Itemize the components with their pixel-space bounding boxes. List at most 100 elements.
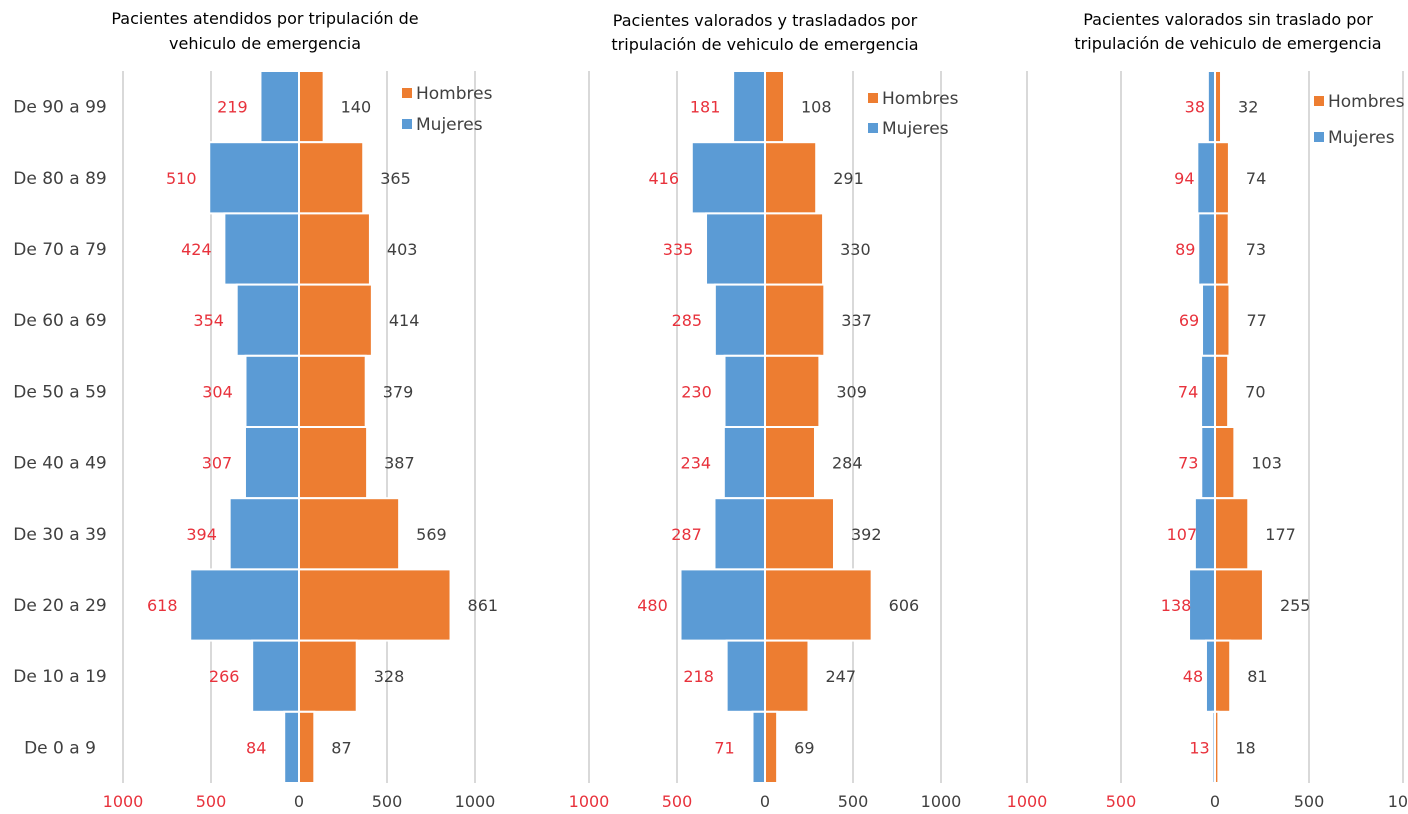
data-label-mujeres: 230	[681, 382, 712, 401]
bar-hombres	[1214, 639, 1232, 713]
bar-mujeres	[1200, 354, 1217, 428]
bar-mujeres	[1188, 568, 1217, 642]
category-label: De 50 a 59	[13, 382, 106, 402]
category-label: De 30 a 39	[13, 525, 106, 545]
bar-hombres	[764, 70, 786, 144]
data-label-mujeres: 38	[1185, 98, 1205, 117]
data-label-mujeres: 71	[714, 738, 734, 757]
bar-hombres	[1214, 212, 1230, 286]
data-label-hombres: 379	[383, 382, 414, 401]
x-tick-label: 500	[372, 792, 403, 811]
data-label-hombres: 81	[1247, 667, 1267, 686]
data-label-mujeres: 510	[166, 169, 197, 188]
bar-mujeres	[283, 710, 301, 784]
bar-mujeres	[713, 283, 767, 357]
category-label: De 10 a 19	[13, 667, 106, 687]
chart-valorados-sin-traslado: Pacientes valorados sin traslado por trip…	[1007, 10, 1408, 811]
bar-hombres	[298, 710, 316, 784]
legend-swatch	[402, 119, 412, 129]
data-label-hombres: 392	[851, 525, 882, 544]
data-label-hombres: 32	[1238, 98, 1258, 117]
data-label-hombres: 330	[840, 240, 871, 259]
bar-hombres	[298, 639, 358, 713]
x-tick-label: 500	[1294, 792, 1325, 811]
data-label-hombres: 18	[1235, 738, 1255, 757]
bar-hombres	[764, 497, 835, 571]
bar-mujeres	[713, 497, 766, 571]
chart-title-line: tripulación de vehiculo de emergencia	[611, 35, 918, 54]
bar-hombres	[764, 710, 779, 784]
bar-hombres	[764, 212, 825, 286]
data-label-mujeres: 181	[690, 98, 721, 117]
bar-mujeres	[259, 70, 300, 144]
data-label-mujeres: 74	[1178, 382, 1198, 401]
data-label-mujeres: 73	[1178, 454, 1198, 473]
bar-mujeres	[208, 141, 301, 215]
x-tick-label: 100	[1388, 792, 1408, 811]
data-label-hombres: 247	[825, 667, 856, 686]
bar-mujeres	[751, 710, 767, 784]
data-label-mujeres: 285	[672, 311, 703, 330]
category-label: De 80 a 89	[13, 169, 106, 189]
data-label-mujeres: 138	[1161, 596, 1192, 615]
bar-mujeres	[690, 141, 766, 215]
data-label-hombres: 108	[801, 98, 832, 117]
data-label-hombres: 284	[832, 454, 863, 473]
data-label-mujeres: 287	[671, 525, 702, 544]
bar-hombres	[298, 497, 401, 571]
data-label-mujeres: 84	[246, 738, 266, 757]
x-tick-label: 1000	[103, 792, 144, 811]
bar-hombres	[764, 141, 818, 215]
bar-hombres	[1214, 497, 1250, 571]
bar-hombres	[764, 283, 826, 357]
legend-label: Hombres	[1328, 92, 1405, 112]
bar-mujeres	[1197, 212, 1216, 286]
bar-mujeres	[732, 70, 766, 144]
legend-swatch	[868, 93, 878, 103]
legend-swatch	[1314, 132, 1324, 142]
chart-title-line: Pacientes valorados sin traslado por	[1083, 10, 1373, 29]
bar-hombres	[298, 141, 365, 215]
legend-swatch	[402, 88, 412, 98]
bar-mujeres	[1196, 141, 1217, 215]
data-label-mujeres: 307	[202, 454, 233, 473]
data-label-mujeres: 13	[1189, 738, 1209, 757]
data-label-mujeres: 354	[193, 311, 224, 330]
data-label-mujeres: 218	[683, 667, 714, 686]
data-label-hombres: 328	[374, 667, 405, 686]
bar-hombres	[298, 283, 373, 357]
bar-hombres	[1214, 568, 1264, 642]
legend-label: Hombres	[882, 89, 959, 109]
data-label-mujeres: 304	[202, 382, 233, 401]
category-label: De 0 a 9	[24, 738, 96, 758]
x-tick-label: 0	[760, 792, 770, 811]
bar-mujeres	[1200, 426, 1217, 500]
x-tick-label: 1000	[1007, 792, 1048, 811]
legend-swatch	[868, 123, 878, 133]
data-label-mujeres: 234	[681, 454, 712, 473]
data-label-mujeres: 89	[1175, 240, 1195, 259]
bar-hombres	[764, 426, 816, 500]
x-tick-label: 1000	[455, 792, 496, 811]
bar-mujeres	[722, 426, 766, 500]
chart-title-line: Pacientes valorados y trasladados por	[613, 11, 918, 30]
legend-label: Mujeres	[882, 119, 949, 139]
data-label-hombres: 861	[468, 596, 499, 615]
bar-mujeres	[1193, 497, 1217, 571]
data-label-hombres: 87	[331, 738, 351, 757]
x-tick-label: 0	[294, 792, 304, 811]
data-label-mujeres: 107	[1167, 525, 1198, 544]
bar-hombres	[1214, 141, 1230, 215]
data-label-hombres: 103	[1251, 454, 1282, 473]
age-group-axis: De 90 a 99 De 80 a 89 De 70 a 79 De 60 a 69…	[13, 98, 106, 759]
data-label-mujeres: 69	[1179, 311, 1199, 330]
category-label: De 70 a 79	[13, 240, 106, 260]
bar-hombres	[298, 568, 452, 642]
data-label-mujeres: 424	[181, 240, 212, 259]
data-label-hombres: 414	[389, 311, 420, 330]
category-label: De 90 a 99	[13, 98, 106, 118]
x-tick-label: 0	[1210, 792, 1220, 811]
data-label-hombres: 291	[833, 169, 864, 188]
bar-hombres	[764, 568, 873, 642]
